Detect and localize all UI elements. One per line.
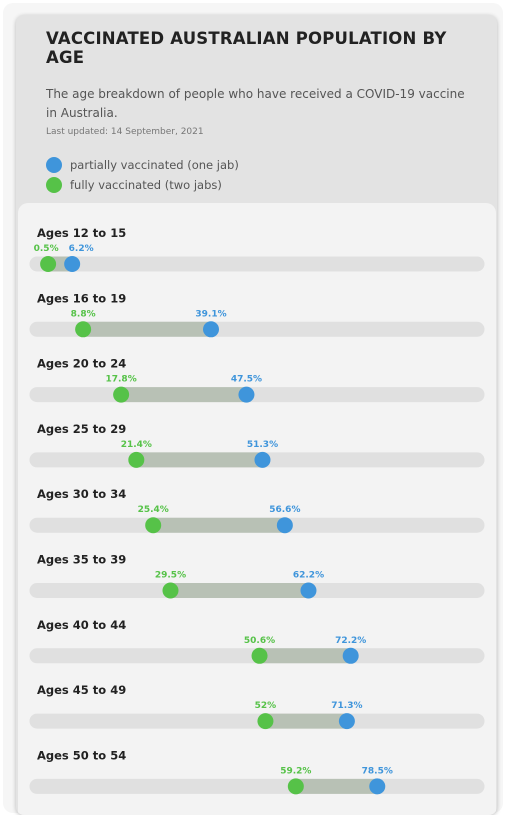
partial-dot-ages-16-to-19 [203,321,220,338]
partial-dot-ages-35-to-39 [300,582,317,599]
full-value-ages-20-to-24: 17.8% [105,375,136,385]
partial-value-ages-12-to-15: 6.2% [69,244,94,254]
age-label-ages-20-to-24: Ages 20 to 24 [37,357,126,371]
age-label-ages-30-to-34: Ages 30 to 34 [37,487,126,501]
full-value-ages-30-to-34: 25.4% [138,505,169,515]
full-value-ages-40-to-44: 50.6% [244,636,275,646]
last-updated: Last updated: 14 September, 2021 [46,127,204,137]
age-label-ages-25-to-29: Ages 25 to 29 [37,422,126,436]
partial-value-ages-35-to-39: 62.2% [293,571,324,581]
full-dot-ages-40-to-44 [251,647,268,664]
partial-dot-ages-25-to-29 [254,451,271,468]
chart-card: VACCINATED AUSTRALIAN POPULATION BY AGE … [16,15,497,815]
partial-value-ages-16-to-19: 39.1% [195,309,226,319]
full-value-ages-45-to-49: 52% [255,701,277,711]
full-value-ages-25-to-29: 21.4% [121,440,152,450]
partial-dot-ages-12-to-15 [64,256,81,272]
partial-dot-ages-20-to-24 [238,386,255,403]
full-dot-ages-25-to-29 [128,451,145,468]
chart-panel: Ages 12 to 15 0.5% 6.2% Ages 16 to 19 8.8% 39… [18,203,496,815]
full-value-ages-16-to-19: 8.8% [71,309,96,319]
partial-value-ages-25-to-29: 51.3% [247,440,278,450]
full-dot-ages-30-to-34 [145,517,162,534]
legend-dot-full [46,177,62,193]
partial-value-ages-30-to-34: 56.6% [269,505,300,515]
partial-dot-ages-45-to-49 [338,713,355,730]
full-dot-ages-20-to-24 [113,386,130,403]
full-dot-ages-16-to-19 [75,321,92,338]
partial-dot-ages-40-to-44 [342,647,359,664]
age-label-ages-16-to-19: Ages 16 to 19 [37,291,126,305]
full-dot-ages-50-to-54 [287,778,304,795]
legend-dot-partial [46,157,62,173]
partial-value-ages-50-to-54: 78.5% [362,766,393,776]
partial-value-ages-40-to-44: 72.2% [335,636,366,646]
full-value-ages-35-to-39: 29.5% [155,571,186,581]
chart-subtitle: The age breakdown of people who have rec… [46,87,465,120]
full-value-ages-12-to-15: 0.5% [34,244,59,254]
legend: partially vaccinated (one jab) fully vac… [46,155,239,195]
legend-item-partial: partially vaccinated (one jab) [46,155,239,175]
partial-dot-ages-30-to-34 [276,517,293,534]
age-label-ages-40-to-44: Ages 40 to 44 [37,618,126,632]
partial-dot-ages-50-to-54 [369,778,386,795]
full-dot-ages-45-to-49 [257,713,274,730]
page-background: VACCINATED AUSTRALIAN POPULATION BY AGE … [3,3,503,815]
full-dot-ages-35-to-39 [162,582,179,599]
full-dot-ages-12-to-15 [40,256,57,272]
partial-value-ages-20-to-24: 47.5% [231,375,262,385]
dumbbell-chart: Ages 12 to 15 0.5% 6.2% Ages 16 to 19 8.8% 39… [29,226,485,795]
age-label-ages-45-to-49: Ages 45 to 49 [37,683,126,697]
partial-value-ages-45-to-49: 71.3% [331,701,362,711]
full-value-ages-50-to-54: 59.2% [280,766,311,776]
age-label-ages-50-to-54: Ages 50 to 54 [37,748,126,762]
legend-label-partial: partially vaccinated (one jab) [70,158,239,172]
legend-label-full: fully vaccinated (two jabs) [70,178,222,192]
age-label-ages-35-to-39: Ages 35 to 39 [37,553,126,567]
chart-title: VACCINATED AUSTRALIAN POPULATION BY AGE [46,29,447,67]
legend-item-full: fully vaccinated (two jabs) [46,175,239,195]
age-label-ages-12-to-15: Ages 12 to 15 [37,226,126,240]
